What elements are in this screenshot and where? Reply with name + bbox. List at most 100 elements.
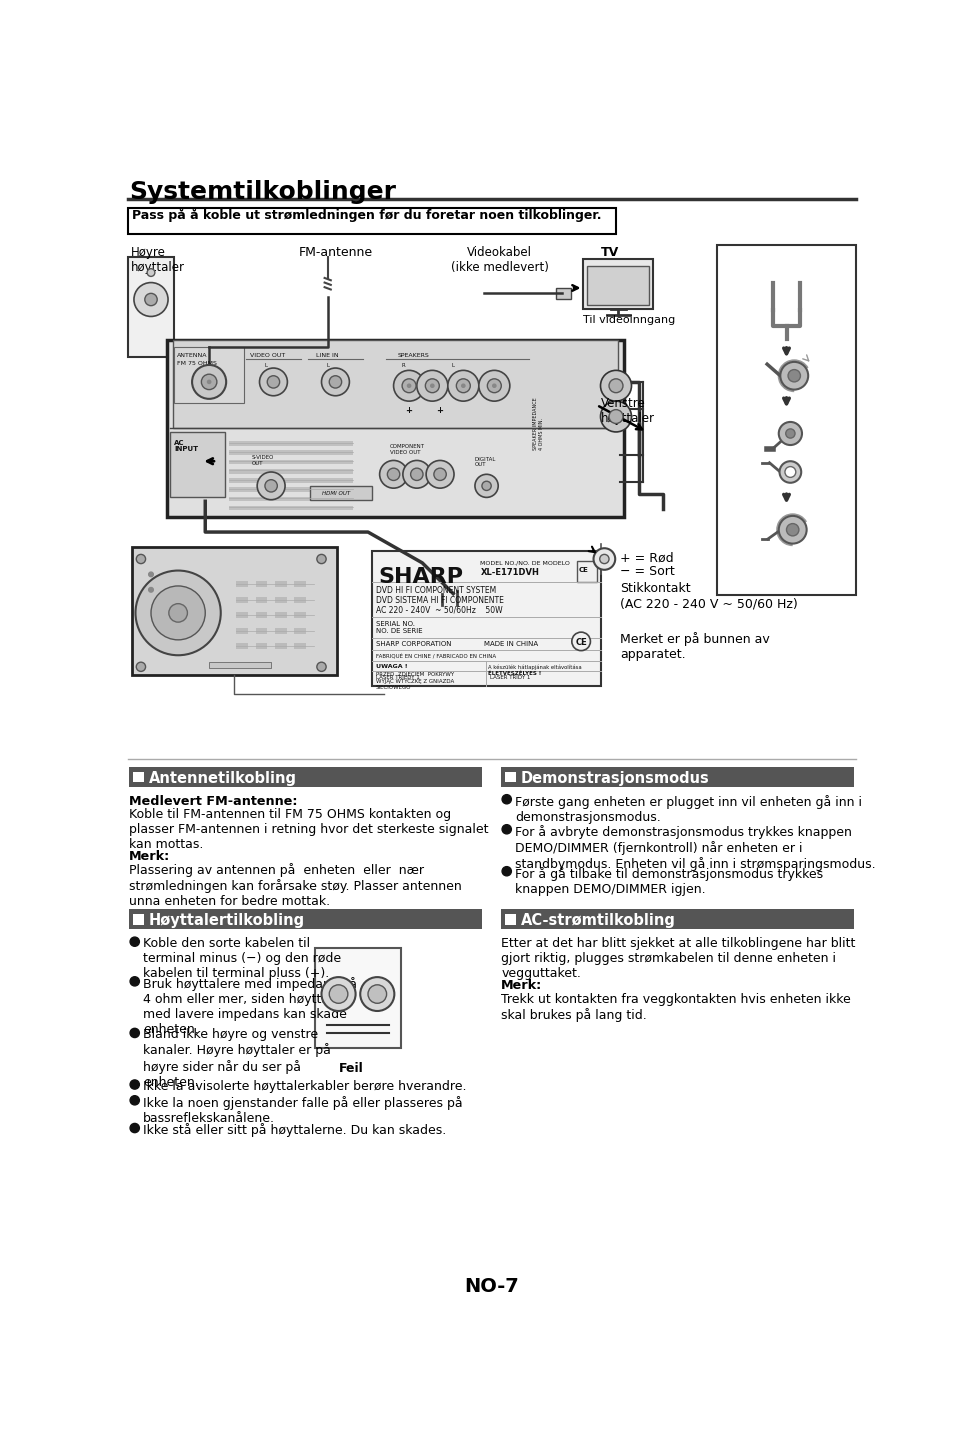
Circle shape: [136, 663, 146, 671]
FancyBboxPatch shape: [505, 771, 516, 783]
Text: AC-strømtilkobling: AC-strømtilkobling: [520, 914, 676, 928]
Circle shape: [609, 378, 623, 393]
Bar: [255, 597, 267, 603]
Bar: [295, 597, 306, 603]
Text: XL-E171DVH: XL-E171DVH: [480, 568, 540, 577]
Text: FM-antenne: FM-antenne: [299, 247, 372, 260]
Circle shape: [265, 480, 277, 492]
Text: Ikke stå eller sitt på høyttalerne. Du kan skades.: Ikke stå eller sitt på høyttalerne. Du k…: [143, 1124, 446, 1137]
Bar: [228, 487, 352, 492]
Circle shape: [601, 370, 632, 402]
Text: DVD HI FI COMPONENT SYSTEM: DVD HI FI COMPONENT SYSTEM: [375, 586, 496, 594]
Circle shape: [609, 409, 623, 423]
Bar: [295, 581, 306, 587]
Circle shape: [785, 467, 796, 477]
Circle shape: [267, 376, 279, 389]
Circle shape: [329, 376, 342, 389]
Text: HDMI OUT: HDMI OUT: [322, 492, 349, 496]
Text: For å gå tilbake til demonstrasjonsmodus trykkes
knappen DEMO/DIMMER igjen.: For å gå tilbake til demonstrasjonsmodus…: [516, 867, 824, 896]
Bar: [275, 628, 287, 634]
Text: For å avbryte demonstrasjonsmodus trykkes knappen
DEMO/DIMMER (fjernkontroll) nå: For å avbryte demonstrasjonsmodus trykke…: [516, 825, 876, 871]
Text: SERIAL NO.: SERIAL NO.: [375, 621, 415, 626]
FancyBboxPatch shape: [427, 580, 471, 608]
Bar: [236, 581, 248, 587]
Circle shape: [475, 474, 498, 497]
Circle shape: [202, 374, 217, 390]
Circle shape: [322, 977, 355, 1011]
Text: LASER TŘÍDY 1: LASER TŘÍDY 1: [490, 674, 530, 680]
FancyBboxPatch shape: [505, 914, 516, 925]
Circle shape: [786, 523, 799, 536]
Text: UWAGA !: UWAGA !: [375, 664, 407, 670]
Circle shape: [192, 365, 227, 399]
Text: S-VIDEO
OUT: S-VIDEO OUT: [252, 455, 275, 465]
Text: FABRIQUÉ EN CHINE / FABRICADO EN CHINA: FABRIQUÉ EN CHINE / FABRICADO EN CHINA: [375, 652, 496, 658]
Text: L: L: [452, 362, 455, 368]
Text: Til videoinngang: Til videoinngang: [584, 315, 676, 325]
Text: ÉLETVESZÉLYES !: ÉLETVESZÉLYES !: [488, 671, 541, 677]
Circle shape: [379, 461, 408, 489]
Circle shape: [257, 473, 285, 500]
Text: COMPONENT: COMPONENT: [390, 444, 424, 448]
Text: CE: CE: [575, 638, 587, 647]
Text: WYJĄĆ WTYCZKĘ Z GNIAZDA: WYJĄĆ WTYCZKĘ Z GNIAZDA: [375, 679, 454, 684]
Text: Antennetilkobling: Antennetilkobling: [149, 771, 297, 786]
Bar: [236, 612, 248, 618]
Bar: [295, 628, 306, 634]
Circle shape: [329, 985, 348, 1003]
Circle shape: [779, 422, 802, 445]
Text: Ikke la avisolerte høyttalerkabler berøre hverandre.: Ikke la avisolerte høyttalerkabler berør…: [143, 1080, 467, 1093]
Circle shape: [447, 370, 479, 402]
FancyBboxPatch shape: [556, 289, 571, 299]
FancyBboxPatch shape: [130, 909, 482, 929]
Circle shape: [600, 554, 609, 564]
Circle shape: [417, 370, 447, 402]
Bar: [228, 451, 352, 455]
Circle shape: [130, 1080, 139, 1089]
FancyBboxPatch shape: [175, 347, 244, 403]
Text: +: +: [436, 406, 444, 415]
Text: A készülék hátlapjának eltávolítása: A készülék hátlapjának eltávolítása: [488, 664, 582, 670]
Circle shape: [130, 1124, 139, 1132]
Text: Demonstrasjonsmodus: Demonstrasjonsmodus: [520, 771, 709, 786]
Circle shape: [149, 587, 154, 592]
FancyBboxPatch shape: [372, 551, 601, 686]
Bar: [275, 581, 287, 587]
Text: MADE IN CHINA: MADE IN CHINA: [484, 641, 539, 647]
Text: AC: AC: [175, 439, 184, 445]
Circle shape: [317, 663, 326, 671]
Text: − = Sort: − = Sort: [620, 566, 675, 579]
Bar: [236, 597, 248, 603]
Circle shape: [259, 368, 287, 396]
Bar: [228, 506, 352, 510]
Bar: [275, 642, 287, 650]
Text: MODEL NO./NO. DE MODELO: MODEL NO./NO. DE MODELO: [480, 561, 570, 566]
Text: Trekk ut kontakten fra veggkontakten hvis enheten ikke
skal brukes på lang tid.: Trekk ut kontakten fra veggkontakten hvi…: [501, 992, 852, 1022]
Bar: [255, 612, 267, 618]
Circle shape: [130, 937, 139, 947]
Text: SHARP CORPORATION: SHARP CORPORATION: [375, 641, 451, 647]
Circle shape: [151, 586, 205, 639]
Text: + = Rød: + = Rød: [620, 551, 674, 564]
Bar: [228, 460, 352, 464]
Text: SIECIOWEGO: SIECIOWEGO: [375, 684, 411, 690]
Text: Venstre
høyttaler: Venstre høyttaler: [601, 397, 655, 425]
Circle shape: [788, 370, 801, 381]
Circle shape: [411, 468, 423, 480]
Bar: [275, 612, 287, 618]
Circle shape: [147, 268, 155, 277]
Text: Merk:: Merk:: [130, 850, 171, 863]
Text: Ikke la noen gjenstander falle på eller plasseres på
bassreflekskanålene.: Ikke la noen gjenstander falle på eller …: [143, 1096, 463, 1125]
Text: Merk:: Merk:: [501, 979, 542, 992]
Circle shape: [169, 603, 187, 622]
Circle shape: [785, 429, 795, 438]
Circle shape: [403, 461, 431, 489]
FancyBboxPatch shape: [501, 909, 854, 929]
Bar: [295, 612, 306, 618]
Text: INPUT: INPUT: [175, 445, 199, 452]
FancyBboxPatch shape: [130, 767, 482, 787]
Circle shape: [426, 461, 454, 489]
Circle shape: [368, 985, 387, 1003]
Circle shape: [492, 383, 496, 389]
Circle shape: [461, 383, 466, 389]
